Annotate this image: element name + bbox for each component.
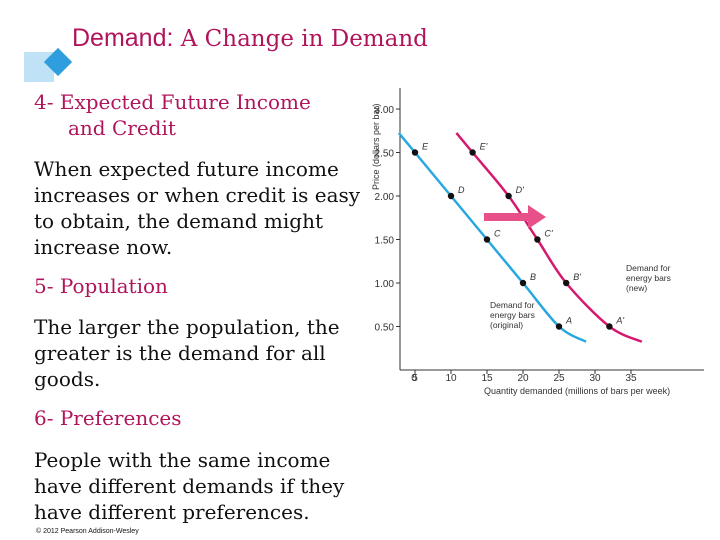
point-label: B bbox=[530, 272, 536, 282]
copyright-notice: © 2012 Pearson Addison-Wesley bbox=[36, 528, 139, 535]
data-point bbox=[505, 192, 512, 200]
section-body: When expected future income increases or… bbox=[34, 157, 361, 259]
data-point bbox=[563, 279, 570, 287]
point-label: D' bbox=[516, 185, 524, 195]
section-body: The larger the population, the greater i… bbox=[34, 315, 340, 391]
data-point bbox=[469, 149, 476, 156]
section-heading-preferences: 6- Preferences bbox=[34, 405, 374, 431]
section-heading-line2: and Credit bbox=[68, 116, 176, 140]
point-label: C' bbox=[544, 229, 552, 239]
y-tick-label: 1.50 bbox=[375, 236, 395, 247]
point-label: D bbox=[458, 185, 465, 195]
section-body: People with the same income have differe… bbox=[34, 448, 345, 524]
demand-shift-graph: 0.50 1.00 1.50 2.00 2.50 3.00 05 10 15 20 25 30 35 Pr… bbox=[371, 88, 704, 396]
curve-label: (new) bbox=[626, 283, 647, 293]
shift-arrow-shaft bbox=[484, 213, 530, 221]
curve-label: Demand for bbox=[490, 300, 535, 310]
point-label: A bbox=[565, 316, 572, 326]
section-heading: 6- Preferences bbox=[34, 406, 182, 430]
data-point bbox=[606, 323, 613, 330]
point-label: B' bbox=[573, 272, 581, 282]
section-heading: 5- Population bbox=[34, 274, 168, 298]
point-label: C bbox=[494, 229, 501, 239]
x-tick-label: 5 bbox=[412, 373, 418, 384]
point-label: A' bbox=[615, 316, 624, 326]
x-axis-label: Quantity demanded (millions of bars per … bbox=[484, 386, 670, 396]
title-part2: A Change in Demand bbox=[173, 26, 428, 52]
section-heading: 4- Expected Future Income bbox=[34, 90, 311, 114]
data-point bbox=[447, 192, 455, 200]
curve-label: (original) bbox=[490, 320, 523, 330]
title-part1: Demand: bbox=[72, 24, 174, 52]
y-tick-label: 2.00 bbox=[375, 192, 395, 203]
data-point bbox=[534, 236, 541, 243]
section-heading-population: 5- Population bbox=[34, 273, 374, 299]
blue-diamond bbox=[43, 47, 73, 77]
curve-label: Demand for bbox=[626, 263, 671, 273]
x-tick-label: 20 bbox=[517, 373, 529, 384]
x-tick-label: 30 bbox=[589, 373, 601, 384]
section-income-credit: 4- Expected Future Income and Credit bbox=[34, 89, 374, 141]
x-tick-label: 35 bbox=[625, 373, 637, 384]
data-point bbox=[519, 279, 527, 287]
data-point bbox=[555, 323, 563, 330]
curve-label: energy bars bbox=[626, 273, 671, 283]
slide-title: Demand: A Change in Demand bbox=[72, 24, 428, 56]
x-tick-label: 10 bbox=[445, 373, 457, 384]
decorative-squares bbox=[24, 47, 73, 82]
point-label: E bbox=[422, 142, 429, 152]
x-tick-label: 25 bbox=[553, 373, 565, 384]
y-axis-label: Price (dollars per bar) bbox=[371, 103, 381, 190]
y-tick-label: 2.50 bbox=[375, 149, 395, 160]
x-tick-label: 0 bbox=[411, 373, 417, 384]
data-point bbox=[483, 236, 491, 243]
y-tick-label: 3.00 bbox=[375, 105, 395, 116]
y-tick-label: 1.00 bbox=[375, 279, 395, 290]
y-tick-label: 0.50 bbox=[375, 323, 395, 334]
x-tick-label: 15 bbox=[481, 373, 493, 384]
curve-label: energy bars bbox=[490, 310, 535, 320]
point-label: E' bbox=[480, 142, 488, 152]
data-point bbox=[411, 149, 419, 156]
shift-arrow-head bbox=[528, 205, 546, 229]
